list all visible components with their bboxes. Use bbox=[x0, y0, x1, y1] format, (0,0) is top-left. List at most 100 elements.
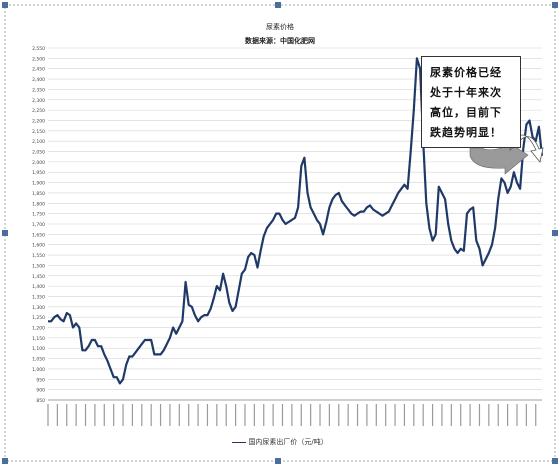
x-tick-label bbox=[206, 404, 209, 426]
chart-title: 尿素价格 bbox=[266, 23, 294, 31]
y-tick-label: 2,550 bbox=[32, 46, 45, 52]
resize-handle-icon[interactable] bbox=[275, 458, 281, 464]
x-tick-label bbox=[234, 404, 237, 426]
x-tick-label bbox=[141, 404, 143, 426]
x-tick-label bbox=[422, 404, 424, 426]
x-tick-label bbox=[338, 404, 340, 426]
y-tick-label: 1,100 bbox=[32, 346, 45, 352]
y-tick-label: 1,900 bbox=[32, 181, 45, 187]
y-tick-label: 1,200 bbox=[32, 326, 45, 332]
x-tick-label bbox=[84, 404, 87, 426]
x-tick-label bbox=[516, 404, 518, 426]
y-tick-label: 2,050 bbox=[32, 150, 45, 156]
series-line bbox=[48, 57, 544, 385]
chart-subtitle: 数据来源：中国化肥网 bbox=[245, 37, 315, 45]
resize-handle-icon[interactable] bbox=[552, 2, 558, 8]
x-tick-label bbox=[328, 404, 330, 426]
y-tick-label: 1,050 bbox=[32, 357, 45, 363]
y-tick-label: 1,550 bbox=[32, 253, 45, 259]
callout-annotation: 尿素价格已经 处于十年来次 高位，目前下 跌趋势明显！ bbox=[421, 56, 521, 148]
x-tick-label bbox=[103, 404, 105, 426]
x-tick-label bbox=[94, 404, 96, 426]
y-tick-label: 1,600 bbox=[32, 243, 45, 249]
y-tick-label: 1,150 bbox=[32, 336, 45, 342]
x-tick-label bbox=[413, 404, 415, 426]
y-tick-label: 1,800 bbox=[32, 201, 45, 207]
x-tick-label bbox=[197, 404, 199, 426]
y-tick-label: 950 bbox=[36, 377, 45, 383]
y-tick-label: 1,500 bbox=[32, 263, 45, 269]
y-tick-label: 1,300 bbox=[32, 305, 45, 311]
x-tick-label bbox=[319, 404, 321, 426]
legend-label: 国内尿素出厂价（元/吨） bbox=[248, 438, 328, 446]
callout-arrow-icon bbox=[469, 139, 529, 175]
x-tick-label bbox=[272, 404, 274, 426]
y-tick-label: 1,450 bbox=[32, 274, 45, 280]
x-tick-label bbox=[178, 404, 180, 426]
x-tick-label bbox=[253, 404, 255, 426]
resize-handle-icon[interactable] bbox=[552, 230, 558, 236]
y-tick-label: 1,950 bbox=[32, 170, 45, 176]
y-tick-label: 1,650 bbox=[32, 232, 45, 238]
x-tick-label bbox=[150, 404, 152, 426]
x-tick-label bbox=[356, 404, 359, 426]
y-tick-label: 2,300 bbox=[32, 98, 45, 104]
resize-handle-icon[interactable] bbox=[275, 2, 281, 8]
y-tick-label: 2,200 bbox=[32, 118, 45, 124]
x-tick-label bbox=[122, 404, 124, 426]
y-tick-label: 1,700 bbox=[32, 222, 45, 228]
x-tick-label bbox=[263, 404, 265, 426]
x-tick-label bbox=[497, 404, 499, 426]
x-tick-label bbox=[375, 404, 377, 426]
x-tick-label bbox=[291, 404, 293, 426]
x-tick-label bbox=[225, 404, 227, 426]
x-tick-label bbox=[347, 404, 349, 426]
legend: 国内尿素出厂价（元/吨） bbox=[0, 437, 560, 447]
resize-handle-icon[interactable] bbox=[2, 230, 8, 236]
x-tick-label bbox=[216, 404, 218, 426]
x-tick-label bbox=[366, 404, 368, 426]
x-tick-label bbox=[310, 404, 312, 426]
x-tick-label bbox=[159, 404, 162, 426]
x-tick-label bbox=[131, 404, 134, 426]
x-tick-label bbox=[188, 404, 190, 426]
y-tick-label: 2,450 bbox=[32, 67, 45, 73]
x-tick-label bbox=[113, 404, 115, 426]
y-tick-label: 2,400 bbox=[32, 77, 45, 83]
x-tick-label bbox=[47, 404, 49, 426]
y-tick-label: 1,400 bbox=[32, 284, 45, 290]
y-tick-label: 2,000 bbox=[32, 160, 45, 166]
x-tick-label bbox=[478, 404, 481, 426]
y-axis-ticks: 850 900 950 1,000 1,050 1,100 1,150 1,200 1,250 1… bbox=[32, 46, 45, 404]
x-tick-label bbox=[281, 404, 284, 426]
x-tick-label bbox=[394, 404, 396, 426]
x-tick-label bbox=[507, 404, 509, 426]
y-tick-label: 1,000 bbox=[32, 367, 45, 373]
y-tick-label: 1,350 bbox=[32, 294, 45, 300]
x-tick-label bbox=[535, 404, 537, 426]
resize-handle-icon[interactable] bbox=[552, 458, 558, 464]
x-tick-label bbox=[525, 404, 527, 426]
y-tick-label: 1,250 bbox=[32, 315, 45, 321]
y-tick-label: 2,350 bbox=[32, 87, 45, 93]
y-tick-label: 2,500 bbox=[32, 56, 45, 62]
x-tick-label bbox=[441, 404, 443, 426]
x-tick-label bbox=[244, 404, 246, 426]
legend-swatch bbox=[232, 441, 247, 443]
y-tick-label: 1,750 bbox=[32, 212, 45, 218]
y-tick-label: 2,150 bbox=[32, 129, 45, 135]
resize-handle-icon[interactable] bbox=[2, 458, 8, 464]
x-tick-label bbox=[75, 404, 77, 426]
x-tick-label bbox=[300, 404, 302, 426]
x-tick-label bbox=[169, 404, 171, 426]
y-tick-label: 1,850 bbox=[32, 191, 45, 197]
resize-handle-icon[interactable] bbox=[2, 2, 8, 8]
x-tick-label bbox=[66, 404, 68, 426]
x-tick-label bbox=[403, 404, 406, 426]
x-tick-label bbox=[460, 404, 462, 426]
x-tick-label bbox=[56, 404, 58, 426]
x-tick-label bbox=[469, 404, 471, 426]
grid bbox=[48, 47, 542, 401]
y-tick-label: 2,250 bbox=[32, 108, 45, 114]
